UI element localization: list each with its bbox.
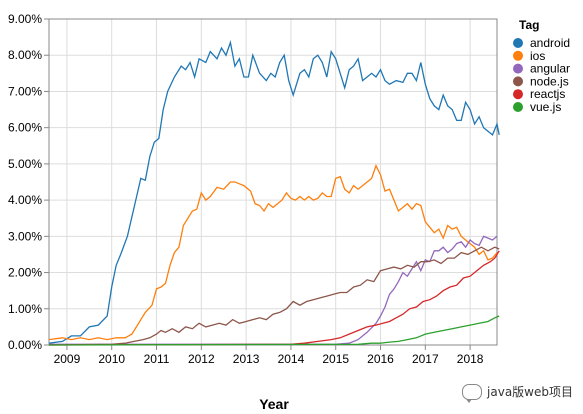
x-axis-label: Year [259, 396, 289, 412]
x-tick-label: 2016 [367, 352, 394, 366]
legend: Tag androidiosangularnode.jsreactjsvue.j… [513, 18, 570, 114]
y-tick-label: 6.00% [8, 121, 42, 135]
y-tick-label: 7.00% [8, 84, 42, 98]
legend-label-angular: angular [530, 62, 570, 76]
y-tick-label: 8.00% [8, 48, 42, 62]
series-line-android [48, 39, 500, 344]
series-line-vue.js [48, 315, 500, 346]
legend-title: Tag [519, 18, 539, 32]
y-tick-labels: 0.00% 1.00% 2.00% 3.00% 4.00% 5.00% 6.00% 7.00%… [8, 12, 42, 352]
y-tick-label: 4.00% [8, 193, 42, 207]
watermark: java版web项目 [462, 383, 573, 403]
x-tick-label: 2011 [144, 352, 170, 366]
x-tick-label: 2017 [412, 352, 439, 366]
y-tick-label: 1.00% [8, 302, 42, 316]
series-line-node.js [48, 246, 500, 346]
series-line-reactjs [48, 250, 500, 346]
legend-swatch-vue.js [513, 102, 523, 112]
x-tick-label: 2014 [278, 352, 305, 366]
series-line-angular [49, 235, 498, 345]
y-tick-label: 2.00% [8, 266, 42, 280]
x-tick-label: 2018 [457, 352, 484, 366]
legend-label-ios: ios [530, 49, 545, 63]
legend-label-reactjs: reactjs [530, 87, 565, 101]
y-tick-label: 0.00% [8, 338, 42, 352]
series-lines [48, 39, 500, 346]
gridlines [49, 18, 497, 346]
x-tick-labels: 2009 2010 2011 2012 2013 2014 2015 2016 2017 2018 [54, 352, 484, 366]
legend-swatch-node.js [513, 76, 523, 87]
chat-bubble-icon [462, 383, 483, 403]
legend-swatch-reactjs [513, 89, 523, 100]
legend-label-node.js: node.js [530, 74, 569, 88]
legend-swatch-ios [513, 50, 523, 61]
series-line-ios [48, 164, 498, 341]
plot-frame [48, 18, 498, 346]
x-tick-label: 2013 [233, 352, 260, 366]
y-tick-label: 9.00% [8, 12, 42, 26]
legend-swatch-angular [513, 63, 523, 74]
watermark-text: java版web项目 [487, 385, 573, 399]
x-tick-label: 2009 [54, 352, 81, 366]
y-tick-label: 3.00% [8, 229, 42, 243]
legend-swatch-android [513, 38, 523, 48]
legend-label-android: android [530, 36, 570, 50]
x-tick-label: 2010 [98, 352, 125, 366]
legend-label-vue.js: vue.js [530, 100, 561, 114]
x-tick-label: 2012 [188, 352, 215, 366]
y-tick-label: 5.00% [8, 157, 42, 171]
x-tick-label: 2015 [322, 352, 349, 366]
